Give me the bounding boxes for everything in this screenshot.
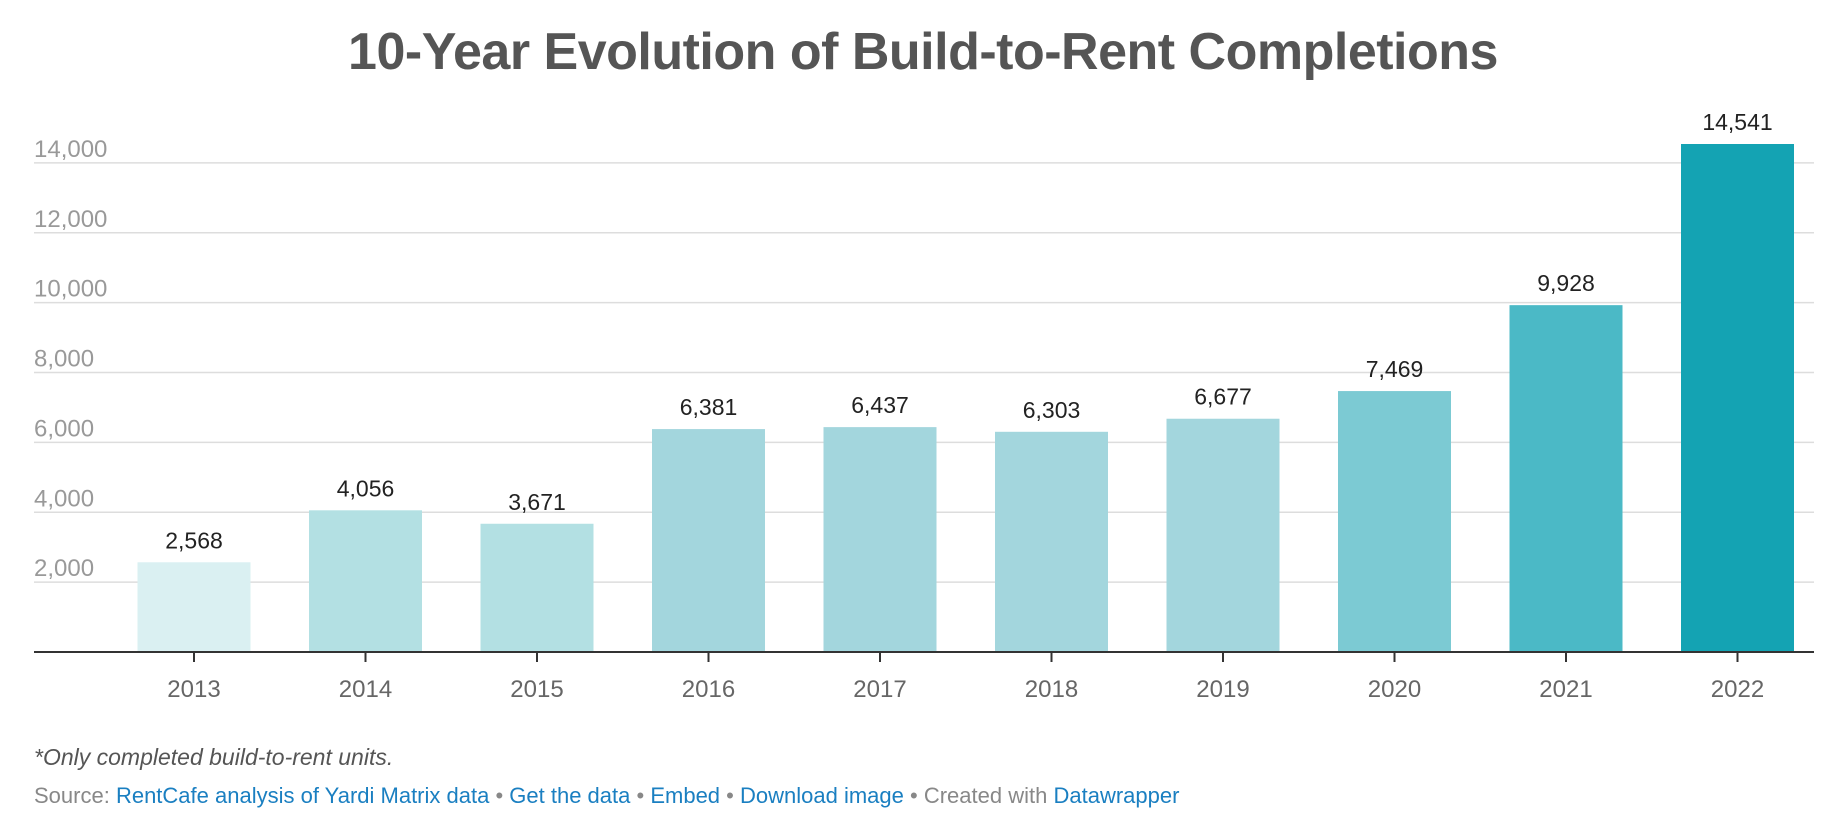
source-link[interactable]: RentCafe analysis of Yardi Matrix data bbox=[115, 783, 490, 808]
y-tick-label: 2,000 bbox=[34, 555, 94, 582]
y-tick-label: 6,000 bbox=[34, 415, 94, 442]
y-tick-label: 12,000 bbox=[34, 206, 107, 233]
bar-2017 bbox=[823, 427, 937, 652]
data-label: 4,056 bbox=[337, 475, 395, 501]
get-data-link[interactable]: Get the data bbox=[509, 783, 631, 808]
bar-2014 bbox=[309, 510, 422, 652]
x-tick-label: 2020 bbox=[1368, 676, 1421, 703]
y-tick-label: 10,000 bbox=[34, 276, 107, 303]
chart-note: *Only completed build-to-rent units. bbox=[34, 744, 394, 770]
y-tick-label: 8,000 bbox=[34, 346, 94, 373]
chart-title: 10-Year Evolution of Build-to-Rent Compl… bbox=[348, 23, 1498, 81]
data-label: 2,568 bbox=[165, 527, 223, 553]
footer: Source: RentCafe analysis of Yardi Matri… bbox=[34, 783, 1179, 809]
y-tick-label: 4,000 bbox=[34, 485, 94, 512]
bar-2018 bbox=[995, 431, 1108, 652]
created-with-label: Created with bbox=[923, 783, 1048, 808]
datawrapper-link[interactable]: Datawrapper bbox=[1053, 783, 1180, 808]
x-tick-label: 2013 bbox=[167, 676, 220, 703]
data-label: 6,381 bbox=[680, 394, 738, 420]
x-tick-label: 2016 bbox=[682, 676, 735, 703]
download-image-link[interactable]: Download image bbox=[740, 783, 904, 808]
data-label: 9,928 bbox=[1537, 270, 1595, 296]
data-label: 3,671 bbox=[508, 489, 566, 515]
separator: • bbox=[495, 783, 504, 808]
x-tick-label: 2015 bbox=[510, 676, 563, 703]
bar-2019 bbox=[1166, 418, 1280, 652]
x-tick-label: 2018 bbox=[1025, 676, 1078, 703]
bar-2020 bbox=[1338, 391, 1451, 652]
bar-2016 bbox=[652, 429, 765, 652]
x-tick-label: 2014 bbox=[339, 676, 392, 703]
x-tick-label: 2022 bbox=[1711, 676, 1764, 703]
bar-chart: 2,000 4,000 6,000 8,000 10,000 12,000 14,000 2… bbox=[34, 109, 1814, 703]
x-axis-ticks: 2013 2014 2015 2016 2017 2018 2019 2020 2021 2022 bbox=[167, 652, 1764, 703]
y-tick-label: 14,000 bbox=[34, 136, 107, 163]
data-label: 6,437 bbox=[851, 392, 909, 418]
embed-link[interactable]: Embed bbox=[650, 783, 721, 808]
separator: • bbox=[726, 783, 734, 808]
x-tick-label: 2017 bbox=[853, 676, 906, 703]
source-prefix: Source: bbox=[34, 783, 110, 808]
separator: • bbox=[636, 783, 645, 808]
bar-2022 bbox=[1681, 144, 1794, 652]
bar-2013 bbox=[137, 562, 251, 652]
x-tick-label: 2019 bbox=[1196, 676, 1249, 703]
bars: 2,568 4,056 3,671 6,381 6,437 6,303 6,677 7,469… bbox=[137, 109, 1794, 652]
bar-2015 bbox=[480, 523, 594, 652]
data-label: 7,469 bbox=[1366, 356, 1424, 382]
bar-2021 bbox=[1509, 305, 1623, 652]
x-tick-label: 2021 bbox=[1539, 676, 1592, 703]
data-label: 14,541 bbox=[1702, 109, 1772, 135]
gridlines: 2,000 4,000 6,000 8,000 10,000 12,000 14,000 bbox=[34, 136, 1814, 583]
data-label: 6,677 bbox=[1194, 384, 1252, 410]
separator: • bbox=[910, 783, 918, 808]
data-label: 6,303 bbox=[1023, 397, 1081, 423]
